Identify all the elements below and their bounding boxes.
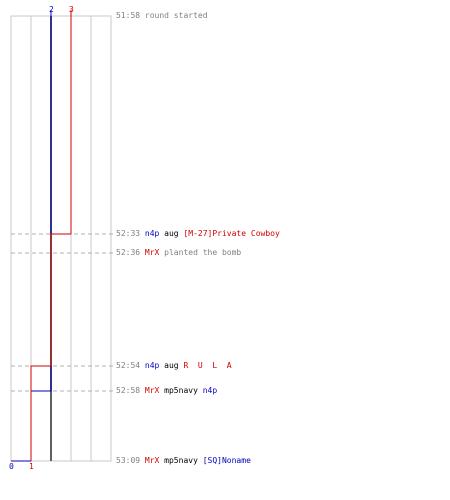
grid-frame (10, 15, 112, 462)
event-row: 52:54 n4p aug R U L A (116, 361, 232, 371)
event-text-part: MrX (144, 248, 160, 257)
event-text-part: mp5navy (159, 456, 203, 465)
event-row: 52:33 n4p aug [M-27]Private Cowboy (116, 229, 280, 239)
event-time: 51:58 (116, 11, 145, 20)
event-text-part: aug (159, 229, 184, 238)
red-team-line (30, 10, 72, 461)
event-time: 53:09 (116, 456, 145, 465)
event-text-part: [M-27]Private Cowboy (183, 229, 280, 238)
event-row: 52:36 MrX planted the bomb (116, 248, 241, 258)
event-text-part: MrX (144, 456, 160, 465)
event-text-part: R U L A (183, 361, 232, 370)
event-time: 52:58 (116, 386, 145, 395)
event-row: 52:58 MrX mp5navy n4p (116, 386, 217, 396)
event-text-part: planted the bomb (159, 248, 242, 257)
red-start-label: 3 (69, 5, 74, 14)
event-text-part: round started (144, 11, 208, 20)
blue-end-label: 0 (9, 462, 14, 471)
event-text-part: n4p (144, 361, 160, 370)
blue-team-line (11, 10, 52, 462)
red-end-label: 1 (29, 462, 34, 471)
blue-start-label: 2 (49, 5, 54, 14)
event-time: 52:33 (116, 229, 145, 238)
event-time: 52:36 (116, 248, 145, 257)
event-row: 51:58 round started (116, 11, 208, 21)
event-time: 52:54 (116, 361, 145, 370)
event-text-part: aug (159, 361, 184, 370)
event-text-part: n4p (144, 229, 160, 238)
event-text-part: [SQ]Noname (202, 456, 251, 465)
event-text-part: mp5navy (159, 386, 203, 395)
event-row: 53:09 MrX mp5navy [SQ]Noname (116, 456, 251, 466)
event-text-part: MrX (144, 386, 160, 395)
event-text-part: n4p (202, 386, 218, 395)
